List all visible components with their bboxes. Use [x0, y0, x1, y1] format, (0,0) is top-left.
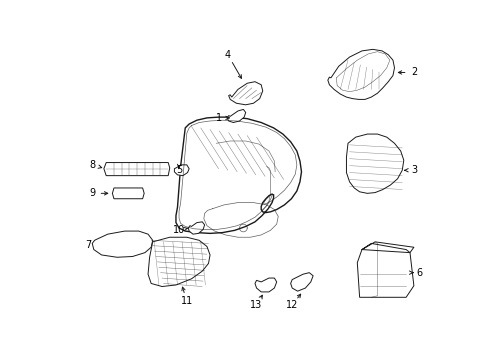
Text: 6: 6 — [416, 267, 422, 278]
Text: 3: 3 — [411, 165, 417, 175]
Polygon shape — [104, 163, 170, 176]
Polygon shape — [227, 109, 245, 122]
Text: 7: 7 — [85, 240, 92, 250]
Text: 11: 11 — [181, 296, 193, 306]
Text: 12: 12 — [286, 300, 298, 310]
Text: 4: 4 — [225, 50, 231, 60]
Polygon shape — [176, 117, 301, 233]
Text: 9: 9 — [89, 188, 96, 198]
Text: 1: 1 — [216, 113, 222, 123]
Text: 5: 5 — [176, 165, 182, 175]
Polygon shape — [229, 82, 263, 105]
Polygon shape — [255, 278, 277, 292]
Polygon shape — [148, 237, 210, 287]
Polygon shape — [346, 134, 404, 193]
Polygon shape — [291, 273, 313, 291]
Polygon shape — [92, 231, 153, 257]
Polygon shape — [357, 249, 414, 297]
Polygon shape — [188, 222, 205, 234]
Polygon shape — [112, 188, 144, 199]
Text: 8: 8 — [89, 160, 96, 170]
Text: 13: 13 — [250, 300, 263, 310]
Polygon shape — [174, 165, 189, 176]
Polygon shape — [328, 49, 394, 99]
Text: 2: 2 — [411, 67, 417, 77]
Text: 10: 10 — [173, 225, 185, 235]
